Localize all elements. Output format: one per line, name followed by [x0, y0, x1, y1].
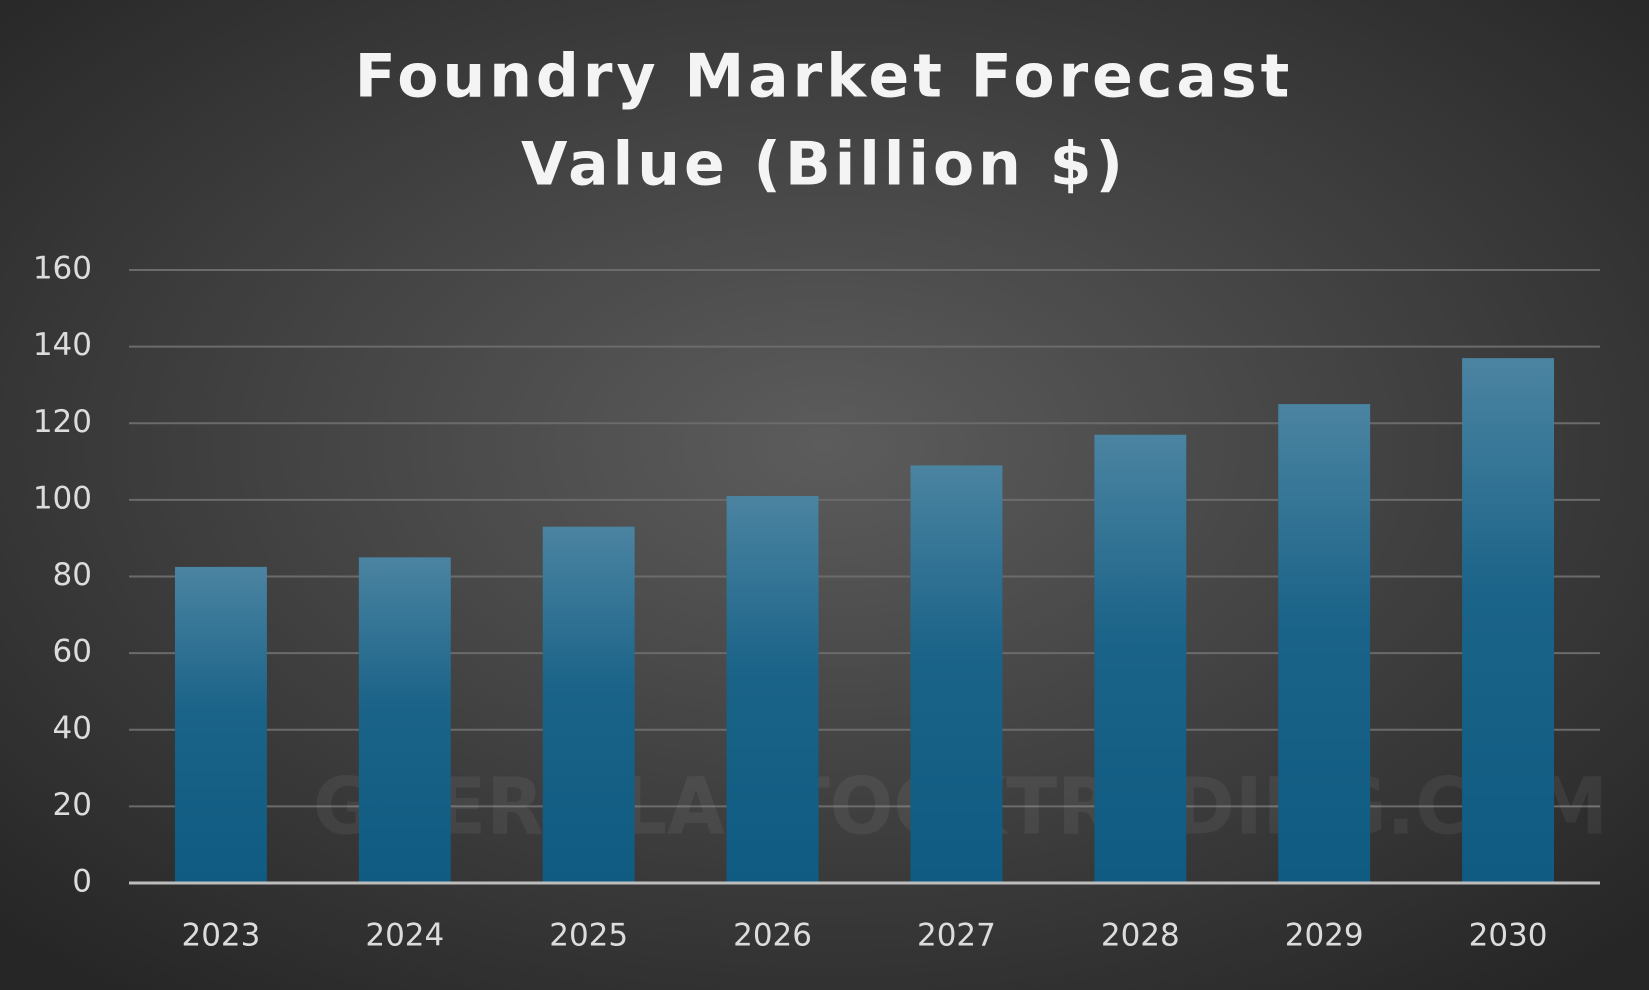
y-tick-label: 20: [53, 787, 92, 823]
bar-shine: [1278, 404, 1371, 883]
bar-shine: [174, 566, 267, 883]
y-tick-label: 140: [33, 327, 92, 363]
y-tick-label: 120: [33, 404, 92, 440]
bar-shine: [542, 526, 635, 883]
bar-shine: [1462, 358, 1555, 883]
chart-title: Value (Billion $): [521, 130, 1127, 200]
x-tick-label: 2030: [1469, 918, 1548, 954]
y-tick-label: 80: [53, 557, 92, 593]
x-tick-label: 2029: [1285, 918, 1364, 954]
y-tick-label: 60: [53, 634, 92, 670]
x-tick-label: 2025: [549, 918, 628, 954]
x-tick-label: 2027: [917, 918, 996, 954]
x-tick-label: 2028: [1101, 918, 1180, 954]
bar-shine: [910, 465, 1003, 883]
x-tick-label: 2024: [365, 918, 444, 954]
bar-shine: [1094, 434, 1187, 883]
y-tick-label: 40: [53, 710, 92, 746]
y-tick-label: 160: [33, 251, 92, 287]
bar-shine: [726, 496, 819, 883]
chart-title: Foundry Market Forecast: [355, 42, 1294, 112]
y-tick-label: 100: [33, 480, 92, 516]
x-tick-label: 2026: [733, 918, 812, 954]
bar-shine: [358, 557, 451, 883]
x-tick-label: 2023: [181, 918, 260, 954]
y-tick-label: 0: [72, 864, 92, 900]
